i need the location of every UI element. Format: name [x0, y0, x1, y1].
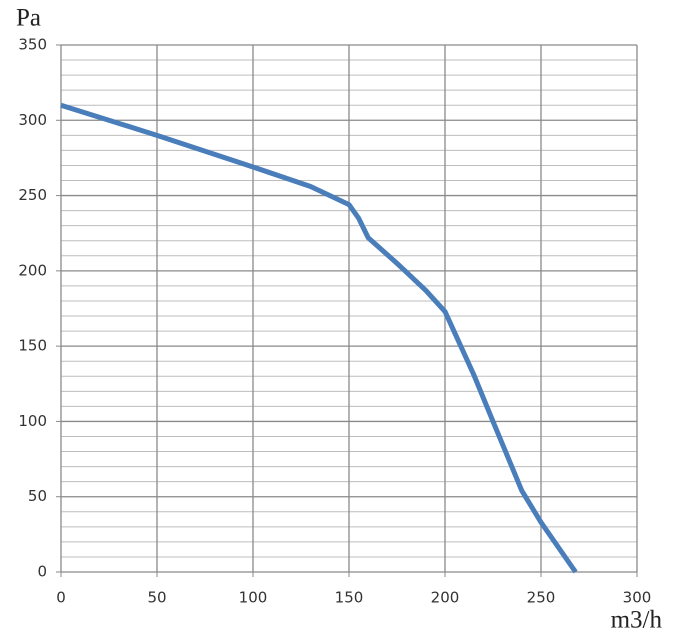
x-axis-title: m3/h [611, 607, 663, 633]
x-tick-label: 0 [56, 589, 66, 607]
y-axis-title: Pa [16, 5, 41, 32]
x-tick-label: 200 [431, 589, 460, 607]
y-tick-label: 50 [28, 487, 47, 505]
data-line [60, 102, 578, 574]
x-tick-label: 100 [239, 589, 268, 607]
x-tick-label: 150 [335, 589, 364, 607]
x-tick-label: 300 [623, 589, 652, 607]
y-tick-label: 250 [18, 186, 47, 204]
y-tick-label: 150 [18, 337, 47, 355]
y-tick-label: 100 [18, 412, 47, 430]
x-tick-label: 250 [527, 589, 556, 607]
y-tick-label: 300 [18, 111, 47, 129]
y-tick-label: 0 [37, 563, 47, 581]
y-tick-label: 350 [18, 36, 47, 54]
x-tick-label: 50 [147, 589, 166, 607]
y-tick-label: 200 [18, 261, 47, 279]
